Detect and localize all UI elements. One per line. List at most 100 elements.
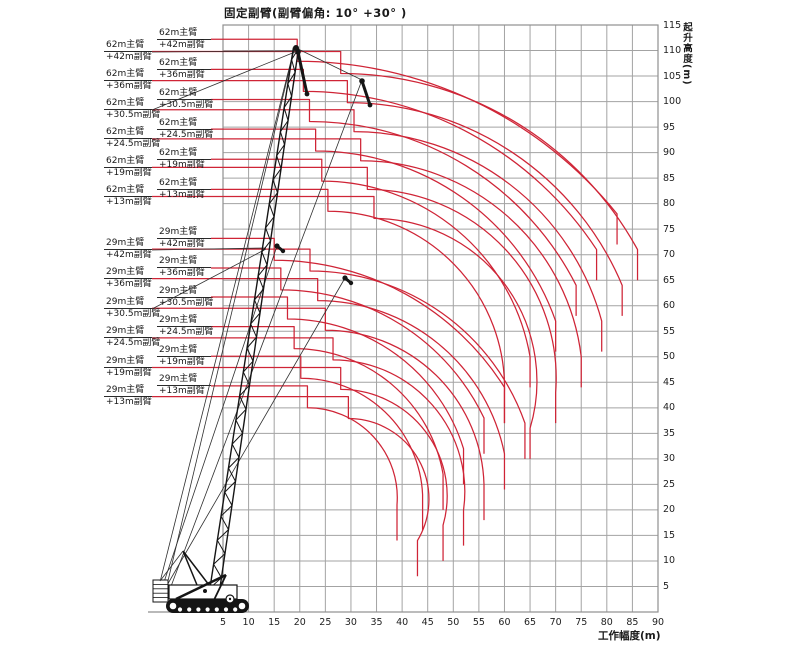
config-label: 29m主臂 +24.5m副臂 (104, 326, 161, 349)
chart-title: 固定副臂(副臂偏角: 10° +30° ) (224, 6, 407, 20)
y-tick-label: 40 (663, 402, 676, 414)
config-label-jib: +36m副臂 (159, 268, 205, 279)
config-label-jib: +24.5m副臂 (106, 139, 161, 150)
config-label: 62m主臂 +13m副臂 (157, 178, 211, 201)
config-label: 29m主臂 +13m副臂 (104, 385, 152, 408)
config-label-jib: +30.5m副臂 (159, 100, 214, 111)
y-tick-label: 20 (663, 504, 676, 516)
config-label-jib: +30.5m副臂 (106, 110, 161, 121)
capacity-curve (211, 128, 557, 352)
x-tick-label: 40 (396, 617, 409, 628)
capacity-curve (152, 337, 466, 546)
y-tick-label: 80 (663, 198, 676, 210)
config-label-main: 62m主臂 (104, 69, 152, 82)
y-tick-label: 90 (663, 147, 676, 159)
capacity-curve (152, 80, 623, 316)
config-label-jib: +19m副臂 (159, 159, 205, 170)
config-label: 29m主臂 +42m副臂 (104, 238, 152, 261)
config-label-jib: +19m副臂 (106, 368, 152, 378)
capacity-curve (152, 109, 603, 352)
capacity-curve (152, 138, 582, 388)
x-tick-label: 90 (651, 617, 665, 628)
config-label: 62m主臂 +13m副臂 (104, 185, 152, 208)
capacity-curves-layer (152, 38, 639, 577)
config-label-jib: +36m副臂 (106, 279, 152, 290)
config-label-jib: +24.5m副臂 (106, 338, 161, 349)
capacity-curve (152, 307, 485, 521)
config-label-main: 62m主臂 (104, 98, 152, 111)
x-tick-label: 75 (575, 617, 588, 628)
config-label-main: 62m主臂 (157, 118, 211, 130)
config-label-main: 62m主臂 (157, 88, 211, 101)
config-label-jib: +24.5m副臂 (159, 129, 214, 140)
y-tick-label: 75 (663, 223, 676, 235)
crane-illustration (151, 45, 373, 613)
x-tick-label: 70 (549, 617, 562, 628)
config-label-jib: +13m副臂 (159, 386, 205, 397)
config-label-jib: +42m副臂 (159, 238, 205, 249)
config-label-main: 29m主臂 (104, 238, 152, 250)
x-tick-label: 50 (447, 617, 460, 628)
y-tick-label: 60 (663, 300, 676, 312)
config-label-jib: +19m副臂 (159, 356, 205, 367)
x-tick-label: 35 (370, 617, 383, 628)
config-label-main: 29m主臂 (104, 297, 152, 309)
config-label: 62m主臂 +42m副臂 (157, 28, 211, 51)
config-label: 29m主臂 +13m副臂 (157, 374, 211, 397)
grid-layer (148, 24, 659, 613)
config-label-main: 62m主臂 (104, 185, 152, 197)
capacity-curve (152, 166, 557, 424)
config-label-main: 62m主臂 (104, 127, 152, 140)
x-tick-label: 85 (626, 617, 639, 628)
config-label-jib: +13m副臂 (159, 189, 205, 200)
capacity-curve (211, 188, 506, 424)
config-label-main: 29m主臂 (157, 227, 211, 239)
y-tick-label: 110 (663, 45, 682, 57)
config-label-main: 62m主臂 (157, 58, 211, 70)
y-tick-label: 105 (663, 70, 682, 82)
x-axis-title: 工作幅度(m) (598, 630, 661, 642)
config-label: 62m主臂 +36m副臂 (157, 58, 211, 81)
config-label: 62m主臂 +19m副臂 (157, 148, 211, 171)
y-tick-label: 5 (663, 580, 670, 592)
config-label-main: 62m主臂 (104, 40, 152, 53)
x-tick-label: 80 (600, 617, 613, 628)
config-label-jib: +19m副臂 (106, 167, 152, 178)
config-label-jib: +42m副臂 (106, 249, 152, 260)
config-label-main: 62m主臂 (104, 156, 152, 168)
capacity-curve (152, 278, 506, 490)
config-label-jib: +42m副臂 (106, 52, 152, 63)
y-tick-label: 95 (663, 121, 676, 133)
config-label: 29m主臂 +42m副臂 (157, 227, 211, 250)
config-label-main: 29m主臂 (157, 374, 211, 387)
y-tick-label: 45 (663, 376, 676, 388)
y-tick-label: 65 (663, 274, 676, 286)
x-tick-label: 45 (421, 617, 434, 628)
x-tick-label: 25 (319, 617, 332, 628)
config-label-jib: +30.5m副臂 (159, 297, 214, 308)
config-label: 62m主臂 +19m副臂 (104, 156, 152, 179)
config-label: 29m主臂 +30.5m副臂 (157, 286, 214, 309)
y-tick-label: 50 (663, 351, 676, 363)
capacity-curve (211, 98, 577, 316)
capacity-curve (211, 296, 465, 485)
config-label-main: 29m主臂 (104, 385, 152, 398)
x-tick-label: 20 (293, 617, 306, 628)
config-label: 62m主臂 +30.5m副臂 (104, 98, 161, 121)
y-tick-label: 55 (663, 325, 676, 337)
capacity-curve (152, 248, 526, 459)
config-label: 62m主臂 +24.5m副臂 (157, 118, 214, 141)
y-tick-label: 115 (663, 19, 682, 31)
config-label-jib: +30.5m副臂 (106, 308, 161, 319)
config-label: 29m主臂 +24.5m副臂 (157, 315, 213, 338)
x-tick-label: 60 (498, 617, 511, 628)
x-tick-label: 10 (242, 617, 255, 628)
y-tick-label: 15 (663, 529, 676, 541)
config-label-main: 29m主臂 (157, 345, 211, 357)
config-label: 62m主臂 +24.5m副臂 (104, 127, 161, 150)
config-label: 29m主臂 +19m副臂 (104, 356, 152, 379)
config-label-main: 29m主臂 (157, 256, 211, 269)
config-label-jib: +36m副臂 (106, 81, 152, 92)
capacity-curve (152, 50, 639, 281)
capacity-curve (211, 237, 506, 424)
